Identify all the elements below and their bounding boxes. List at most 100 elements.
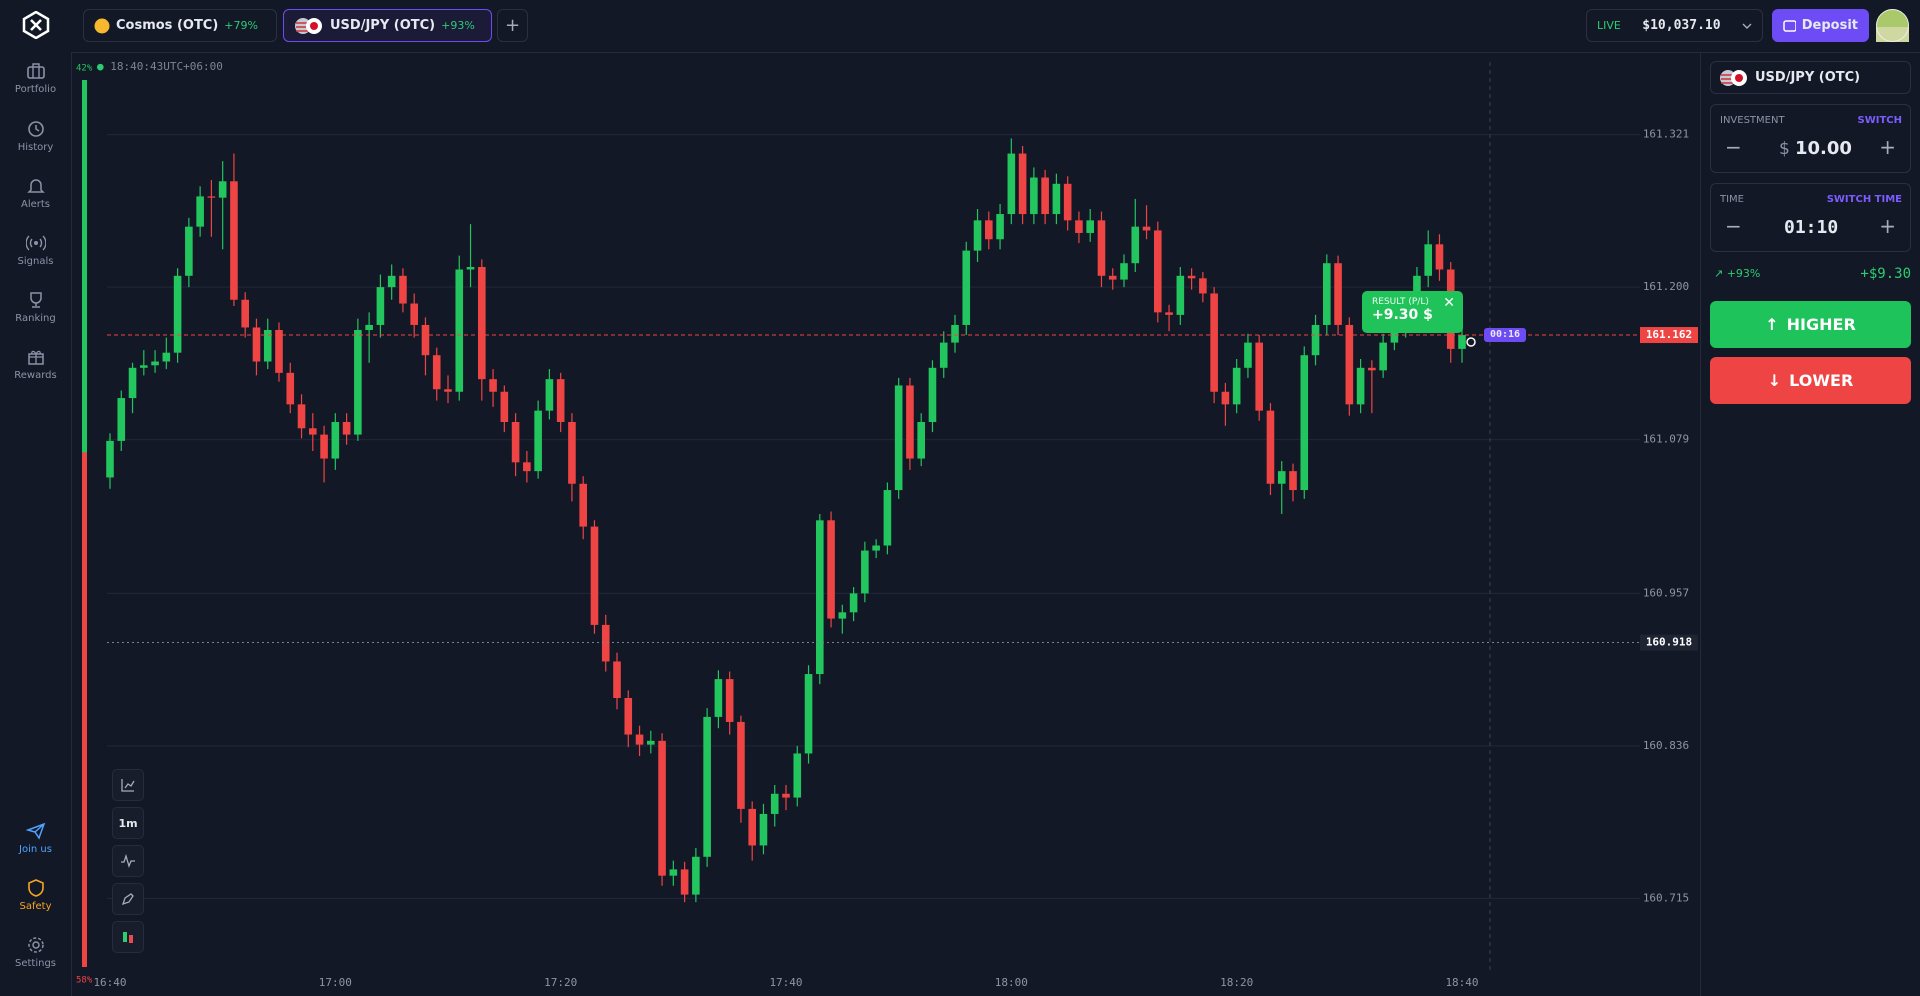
nav-icon xyxy=(25,822,45,840)
deposit-button[interactable]: Deposit xyxy=(1772,9,1869,42)
candle-body xyxy=(489,379,497,392)
candle-body xyxy=(1154,230,1162,313)
time-box: TIME SWITCH TIME − 01:10 + xyxy=(1710,183,1911,252)
candle-body xyxy=(669,869,678,876)
candle-body xyxy=(782,793,790,798)
y-tick-label: 161.321 xyxy=(1643,128,1689,141)
x-tick-label: 18:40 xyxy=(1445,976,1478,989)
balance: $10,037.10 xyxy=(1642,18,1721,33)
candle-body xyxy=(827,520,835,619)
candle-body xyxy=(523,462,531,472)
candle-body xyxy=(1018,153,1027,215)
y-tick-label: 160.957 xyxy=(1643,586,1689,599)
tab-change: +93% xyxy=(441,19,475,32)
candle-body xyxy=(207,196,216,198)
tool-chart-type[interactable] xyxy=(112,845,144,877)
clock-text: 18:40:43UTC+06:00 xyxy=(110,60,223,73)
asset-tab[interactable]: USD/JPY (OTC) +93% xyxy=(283,9,492,42)
account-selector[interactable]: LIVE $10,037.10 xyxy=(1586,9,1763,42)
switch-button[interactable]: SWITCH xyxy=(1857,115,1902,126)
nav-item[interactable]: History xyxy=(0,120,71,153)
pair-selector[interactable]: USD/JPY (OTC) xyxy=(1710,61,1911,94)
nav-icon xyxy=(27,879,44,897)
candle-body xyxy=(1041,177,1049,215)
sidebar: Portfolio History Alerts Signals Ranking… xyxy=(0,0,72,996)
candle-body xyxy=(1075,220,1083,233)
higher-label: HIGHER xyxy=(1786,315,1856,334)
y-tick-label: 161.200 xyxy=(1643,280,1689,293)
candle-body xyxy=(748,808,756,846)
candle-body xyxy=(117,398,126,441)
higher-button[interactable]: ↑ HIGHER xyxy=(1710,301,1911,348)
arrow-down: ↓ xyxy=(1767,371,1782,390)
candle-body xyxy=(1165,312,1173,315)
candle-body xyxy=(1356,367,1365,405)
candle-body xyxy=(590,526,599,625)
candle-body xyxy=(1255,342,1263,411)
switch-time-button[interactable]: SWITCH TIME xyxy=(1826,194,1902,205)
candle-body xyxy=(545,379,554,411)
plus-button[interactable]: + xyxy=(1879,214,1896,238)
candle-body xyxy=(297,404,306,429)
position-marker xyxy=(1466,337,1476,347)
candle-body xyxy=(849,593,858,613)
candle-body xyxy=(725,679,734,722)
candle-body xyxy=(703,716,711,857)
tool-icon xyxy=(121,779,135,792)
nav-item[interactable]: Safety xyxy=(0,879,71,912)
tool-icon xyxy=(121,893,134,906)
nav-item[interactable]: Alerts xyxy=(0,177,71,210)
x-tick-label: 17:20 xyxy=(544,976,577,989)
plus-button[interactable]: + xyxy=(1879,135,1896,159)
asset-tab[interactable]: Cosmos (OTC) +79% xyxy=(83,9,277,42)
candle-body xyxy=(106,440,114,478)
avatar[interactable] xyxy=(1876,9,1909,42)
nav-label: Join us xyxy=(19,844,52,855)
sentiment-up-label: 42% xyxy=(76,64,93,74)
candle-body xyxy=(1030,177,1038,215)
candle-body xyxy=(579,483,587,527)
asset-icon xyxy=(94,18,110,33)
top-bar: Cosmos (OTC) +79% USD/JPY (OTC) +93% + LIV… xyxy=(71,0,1920,53)
candle-body xyxy=(601,624,610,662)
candle-body xyxy=(1289,471,1297,491)
candle-body xyxy=(939,342,948,368)
candle-body xyxy=(647,740,655,745)
minus-button[interactable]: − xyxy=(1725,135,1742,159)
tool-timeframe[interactable]: 1m xyxy=(112,807,144,839)
nav-item[interactable]: Signals xyxy=(0,234,71,267)
candle-body xyxy=(1063,183,1072,221)
candle-body xyxy=(985,220,993,240)
live-dot: ● xyxy=(97,60,104,73)
x-tick-label: 18:20 xyxy=(1220,976,1253,989)
nav-item[interactable]: Ranking xyxy=(0,291,71,324)
candle-body xyxy=(1390,330,1399,343)
lower-label: LOWER xyxy=(1789,371,1854,390)
investment-amount: 10.00 xyxy=(1795,138,1852,159)
candle-body xyxy=(1323,263,1331,325)
time-value: 01:10 xyxy=(1784,217,1839,238)
arrow-up: ↑ xyxy=(1765,315,1779,334)
candle-body xyxy=(128,367,137,399)
nav-icon xyxy=(27,121,44,137)
close-button[interactable]: ✕ xyxy=(1443,295,1455,311)
nav-item[interactable]: Join us xyxy=(0,822,71,855)
nav-item[interactable]: Rewards xyxy=(0,348,71,381)
clock: ● 18:40:43UTC+06:00 xyxy=(97,60,223,73)
tool-candles[interactable] xyxy=(112,921,144,953)
lower-button[interactable]: ↓ LOWER xyxy=(1710,357,1911,404)
sentiment-down xyxy=(82,452,87,967)
tool-draw[interactable] xyxy=(112,883,144,915)
nav-item[interactable]: Portfolio xyxy=(0,62,71,95)
candle-body xyxy=(816,520,824,675)
candle-body xyxy=(804,674,813,754)
tool-indicators[interactable] xyxy=(112,769,144,801)
nav-label: Rewards xyxy=(14,370,57,381)
payout: ↗ +93% xyxy=(1714,267,1761,280)
time-label: TIME xyxy=(1720,194,1745,205)
nav-item[interactable]: Settings xyxy=(0,936,71,969)
add-tab-button[interactable]: + xyxy=(497,9,528,42)
candle-body xyxy=(511,422,520,463)
x-tick-label: 17:00 xyxy=(319,976,352,989)
minus-button[interactable]: − xyxy=(1725,214,1742,238)
